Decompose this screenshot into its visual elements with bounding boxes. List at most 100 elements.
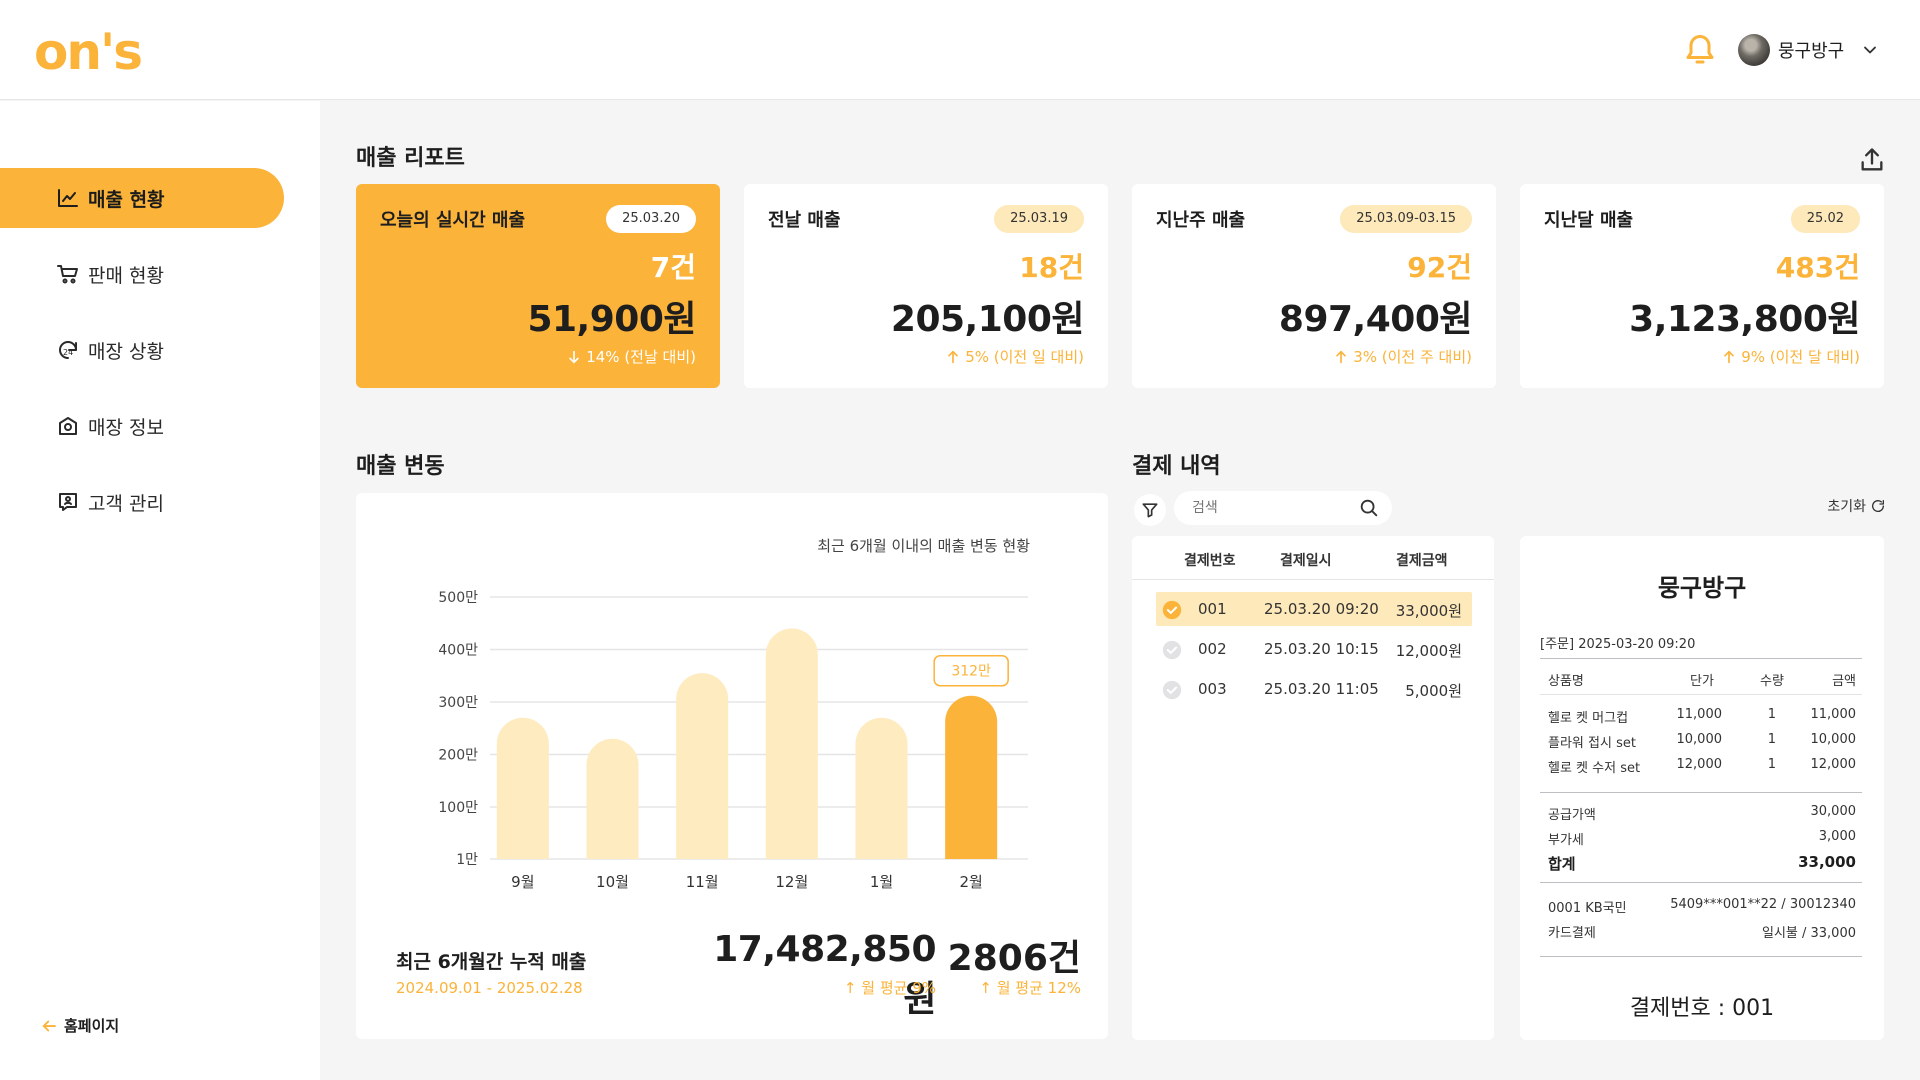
y-tick-label: 200만 bbox=[438, 748, 478, 764]
payment-datetime: 25.03.20 09:20 bbox=[1264, 600, 1379, 618]
receipt-item-price: 10,000 bbox=[1676, 732, 1723, 747]
kpi-amount: 3,123,800원 bbox=[1629, 299, 1860, 340]
method-value: 일시불 / 33,000 bbox=[1761, 926, 1856, 941]
supply-label: 공급가액 bbox=[1548, 808, 1596, 823]
count-change: ↑ 월 평균 12% bbox=[979, 979, 1081, 997]
receipt-item-qty: 1 bbox=[1767, 757, 1776, 772]
arrow-up-icon bbox=[1336, 350, 1347, 363]
home-link-label: 홈페이지 bbox=[64, 1017, 120, 1035]
kpi-change: 14% (전날 대비) bbox=[566, 346, 696, 367]
payment-row[interactable]: 003 25.03.20 11:05 5,000원 bbox=[1156, 672, 1472, 706]
kpi-amount: 897,400원 bbox=[1278, 299, 1473, 340]
payment-row[interactable]: 001 25.03.20 09:20 33,000원 bbox=[1156, 592, 1472, 626]
sidebar: 매출 현황 판매 현황 24 매장 상황 매장 정보 고객 관리 홈페이지 bbox=[0, 101, 320, 1080]
kpi-card-today[interactable]: 오늘의 실시간 매출 25.03.20 7건 51,900원 14% (전날 대… bbox=[356, 184, 720, 388]
receipt-order-line: [주문] 2025-03-20 09:20 bbox=[1540, 637, 1696, 652]
kpi-date-badge: 25.03.19 bbox=[994, 205, 1084, 233]
notification-bell-icon[interactable] bbox=[1682, 32, 1718, 68]
brand-logo[interactable]: on's bbox=[34, 23, 143, 81]
total-label: 합계 bbox=[1548, 855, 1576, 873]
user-name: 뭉구방구 bbox=[1778, 41, 1845, 62]
total-value: 33,000 bbox=[1798, 853, 1856, 871]
search-input[interactable] bbox=[1192, 500, 1358, 516]
avatar bbox=[1738, 34, 1770, 66]
kpi-change-text: 3% (이전 주 대비) bbox=[1353, 348, 1472, 366]
receipt-panel: 뭉구방구 [주문] 2025-03-20 09:20 상품명 단가 수량 금액 … bbox=[1520, 536, 1884, 1040]
check-circle-icon[interactable] bbox=[1162, 680, 1182, 700]
sidebar-item-label: 매장 상황 bbox=[88, 340, 164, 363]
bar-value-tag bbox=[933, 654, 1009, 687]
chevron-down-icon bbox=[1864, 46, 1877, 54]
y-tick-label: 400만 bbox=[438, 643, 478, 659]
payment-amount: 12,000원 bbox=[1395, 642, 1462, 660]
receipt-col-price: 단가 bbox=[1690, 674, 1714, 689]
kpi-amount: 51,900원 bbox=[527, 299, 696, 340]
divider bbox=[1540, 694, 1862, 695]
filter-button[interactable] bbox=[1134, 494, 1166, 526]
kpi-title: 지난주 매출 bbox=[1156, 210, 1246, 231]
sidebar-item-store-info[interactable]: 매장 정보 bbox=[0, 396, 284, 456]
customer-icon bbox=[59, 493, 77, 511]
kpi-change: 3% (이전 주 대비) bbox=[1333, 346, 1472, 367]
kpi-change: 5% (이전 일 대비) bbox=[945, 346, 1084, 367]
sidebar-item-sales-status[interactable]: 매출 현황 bbox=[0, 168, 284, 228]
kpi-date-badge: 25.03.09-03.15 bbox=[1340, 205, 1472, 233]
sidebar-item-label: 매출 현황 bbox=[88, 188, 165, 211]
sidebar-item-customer[interactable]: 고객 관리 bbox=[0, 472, 284, 532]
payment-datetime: 25.03.20 11:05 bbox=[1264, 680, 1379, 698]
payment-row[interactable]: 002 25.03.20 10:15 12,000원 bbox=[1156, 632, 1472, 666]
payment-no: 003 bbox=[1198, 680, 1227, 698]
cumulative-label: 최근 6개월간 누적 매출 bbox=[396, 951, 587, 973]
sidebar-item-label: 판매 현황 bbox=[88, 264, 164, 287]
receipt-item-price: 11,000 bbox=[1676, 707, 1723, 722]
cart-icon bbox=[57, 265, 78, 284]
report-title: 매출 리포트 bbox=[356, 146, 465, 171]
reset-button[interactable]: 초기화 bbox=[1827, 496, 1886, 516]
x-tick-label: 10월 bbox=[596, 873, 629, 891]
cumulative-range: 2024.09.01 - 2025.02.28 bbox=[396, 979, 583, 997]
kpi-card-last-month[interactable]: 지난달 매출 25.02 483건 3,123,800원 9% (이전 달 대비… bbox=[1520, 184, 1884, 388]
sidebar-item-label: 매장 정보 bbox=[88, 416, 164, 439]
sidebar-item-label: 고객 관리 bbox=[88, 492, 164, 515]
receipt-item-name: 헬로 켓 수저 set bbox=[1548, 761, 1641, 776]
kpi-card-yesterday[interactable]: 전날 매출 25.03.19 18건 205,100원 5% (이전 일 대비) bbox=[744, 184, 1108, 388]
sales-bar-chart: 1만 100만 200만 300만 400만 500만 9월 10월 11월 12월 1월 2월 312… bbox=[438, 590, 1028, 891]
chart-bar bbox=[586, 738, 639, 859]
cumulative-count: 2806건 bbox=[947, 938, 1081, 979]
trend-title: 매출 변동 bbox=[356, 454, 445, 479]
column-header: 결제번호 bbox=[1184, 553, 1236, 569]
x-tick-label: 2월 bbox=[959, 873, 982, 891]
receipt-store-name: 뭉구방구 bbox=[1657, 574, 1747, 602]
receipt-col-amount: 금액 bbox=[1832, 674, 1856, 689]
sidebar-item-store-situation[interactable]: 24 매장 상황 bbox=[0, 320, 284, 380]
sidebar-item-sell-status[interactable]: 판매 현황 bbox=[0, 244, 284, 304]
y-tick-label: 100만 bbox=[438, 800, 478, 816]
home-link[interactable]: 홈페이지 bbox=[40, 1015, 119, 1036]
method-label: 카드결제 bbox=[1548, 926, 1596, 941]
x-tick-label: 9월 bbox=[511, 873, 534, 891]
payments-title: 결제 내역 bbox=[1132, 454, 1221, 479]
payment-no: 001 bbox=[1198, 600, 1227, 618]
receipt-item-amount: 12,000 bbox=[1810, 757, 1857, 772]
payment-table-header: 결제번호 결제일시 결제금액 bbox=[1132, 536, 1494, 580]
divider bbox=[1540, 956, 1862, 957]
check-circle-icon[interactable] bbox=[1162, 640, 1182, 660]
chart-bar bbox=[855, 717, 908, 859]
kpi-amount: 205,100원 bbox=[890, 299, 1085, 340]
kpi-change-text: 14% (전날 대비) bbox=[586, 348, 696, 366]
payment-amount: 33,000원 bbox=[1395, 602, 1462, 620]
kpi-card-last-week[interactable]: 지난주 매출 25.03.09-03.15 92건 897,400원 3% (이… bbox=[1132, 184, 1496, 388]
chart-line-icon bbox=[58, 189, 78, 207]
chart-bar bbox=[765, 628, 818, 859]
search-icon[interactable] bbox=[1358, 497, 1380, 519]
check-circle-icon[interactable] bbox=[1162, 600, 1182, 620]
kpi-title: 전날 매출 bbox=[768, 210, 841, 231]
vat-value: 3,000 bbox=[1818, 829, 1856, 844]
user-menu[interactable]: 뭉구방구 bbox=[1738, 34, 1880, 66]
column-header: 결제금액 bbox=[1396, 553, 1448, 569]
payment-amount: 5,000원 bbox=[1405, 682, 1462, 700]
amount-change-text: 월 평균 9% bbox=[861, 979, 936, 997]
export-icon[interactable] bbox=[1858, 146, 1886, 174]
x-tick-label: 1월 bbox=[870, 873, 893, 891]
kpi-title: 오늘의 실시간 매출 bbox=[380, 210, 526, 231]
